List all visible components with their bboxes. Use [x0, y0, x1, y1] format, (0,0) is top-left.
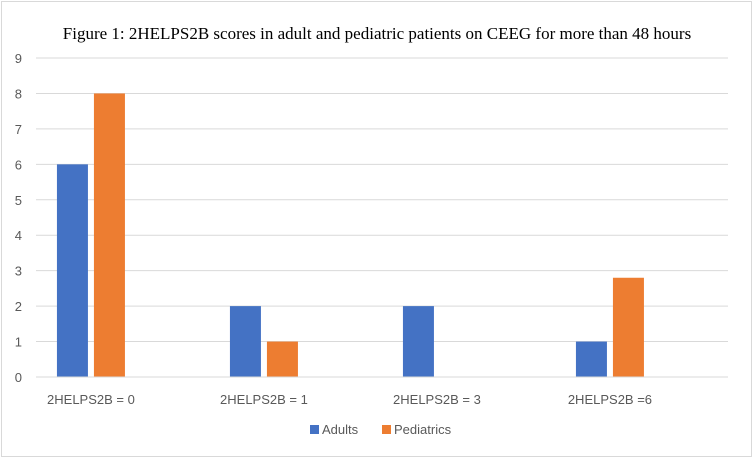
y-tick-label: 5 — [15, 193, 22, 208]
bar-adults-3 — [575, 341, 607, 377]
legend-swatch-pediatrics — [382, 425, 391, 434]
x-tick-label: 2HELPS2B =6 — [568, 392, 652, 407]
legend-swatch-adults — [310, 425, 319, 434]
y-tick-label: 8 — [15, 86, 22, 101]
legend-label-pediatrics: Pediatrics — [394, 422, 452, 437]
y-tick-label: 4 — [15, 228, 22, 243]
x-tick-label: 2HELPS2B = 0 — [47, 392, 135, 407]
bar-pediatrics-0 — [93, 93, 125, 377]
bar-adults-1 — [229, 306, 261, 377]
chart-title: Figure 1: 2HELPS2B scores in adult and p… — [62, 24, 692, 43]
bar-adults-2 — [402, 306, 434, 377]
y-tick-label: 2 — [15, 299, 22, 314]
x-tick-label: 2HELPS2B = 3 — [393, 392, 481, 407]
y-tick-label: 9 — [15, 51, 22, 66]
y-tick-label: 1 — [15, 335, 22, 350]
bar-pediatrics-1 — [266, 341, 298, 377]
bar-pediatrics-3 — [612, 277, 644, 377]
legend-label-adults: Adults — [322, 422, 359, 437]
bar-adults-0 — [56, 164, 88, 377]
y-tick-label: 3 — [15, 264, 22, 279]
x-tick-label: 2HELPS2B = 1 — [220, 392, 308, 407]
y-tick-label: 6 — [15, 157, 22, 172]
y-tick-label: 0 — [15, 370, 22, 385]
y-tick-label: 7 — [15, 122, 22, 137]
